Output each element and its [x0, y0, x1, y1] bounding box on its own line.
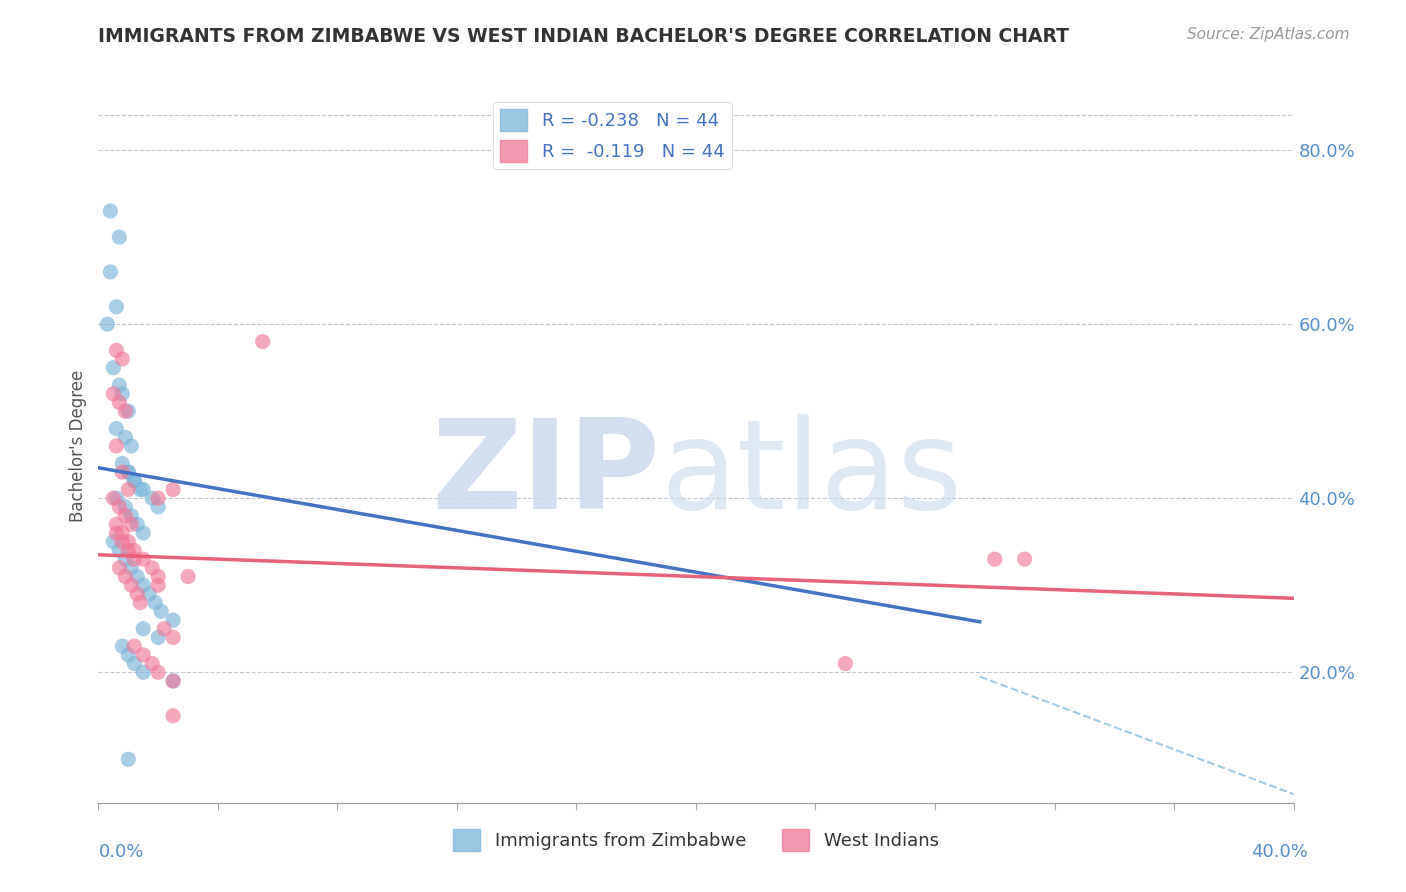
Point [117, 404, 139, 418]
Point [148, 500, 170, 514]
Point [141, 491, 163, 506]
Point [132, 578, 155, 592]
Point [111, 526, 134, 541]
Point [114, 552, 136, 566]
Text: Source: ZipAtlas.com: Source: ZipAtlas.com [1187, 27, 1350, 42]
Point [132, 622, 155, 636]
Point [148, 578, 170, 592]
Point [148, 665, 170, 680]
Point [162, 708, 184, 723]
Point [114, 500, 136, 514]
Point [124, 552, 146, 566]
Point [141, 561, 163, 575]
Point [162, 613, 184, 627]
Point [124, 639, 146, 653]
Point [108, 543, 131, 558]
Point [105, 421, 128, 435]
Point [127, 569, 149, 583]
Point [108, 561, 131, 575]
Point [114, 508, 136, 523]
Point [129, 596, 152, 610]
Point [111, 457, 134, 471]
Point [117, 465, 139, 479]
Point [108, 230, 131, 244]
Point [111, 639, 134, 653]
Text: IMMIGRANTS FROM ZIMBABWE VS WEST INDIAN BACHELOR'S DEGREE CORRELATION CHART: IMMIGRANTS FROM ZIMBABWE VS WEST INDIAN … [98, 27, 1070, 45]
Point [143, 596, 166, 610]
Text: ZIP: ZIP [432, 414, 661, 535]
Point [148, 631, 170, 645]
Point [141, 657, 163, 671]
Point [177, 569, 200, 583]
Point [252, 334, 274, 349]
Point [96, 317, 118, 331]
Point [103, 534, 125, 549]
Text: 40.0%: 40.0% [1251, 843, 1308, 861]
Point [120, 578, 142, 592]
Point [124, 543, 146, 558]
Point [148, 491, 170, 506]
Point [148, 569, 170, 583]
Point [105, 300, 128, 314]
Point [153, 622, 176, 636]
Text: atlas: atlas [661, 414, 962, 535]
Point [105, 439, 128, 453]
Point [162, 631, 184, 645]
Point [127, 517, 149, 532]
Point [132, 526, 155, 541]
Point [129, 483, 152, 497]
Point [105, 526, 128, 541]
Legend: Immigrants from Zimbabwe, West Indians: Immigrants from Zimbabwe, West Indians [446, 822, 946, 858]
Point [117, 534, 139, 549]
Point [120, 508, 142, 523]
Point [117, 483, 139, 497]
Point [150, 604, 173, 618]
Point [114, 569, 136, 583]
Point [98, 204, 122, 219]
Point [124, 474, 146, 488]
Point [111, 534, 134, 549]
Point [124, 474, 146, 488]
Point [132, 552, 155, 566]
Point [132, 665, 155, 680]
Point [105, 517, 128, 532]
Point [117, 648, 139, 662]
Point [120, 517, 142, 532]
Point [117, 465, 139, 479]
Point [108, 378, 131, 392]
Point [111, 386, 134, 401]
Point [162, 483, 184, 497]
Point [98, 265, 122, 279]
Point [162, 673, 184, 688]
Point [114, 404, 136, 418]
Point [162, 673, 184, 688]
Point [111, 351, 134, 366]
Y-axis label: Bachelor's Degree: Bachelor's Degree [69, 370, 87, 522]
Point [105, 343, 128, 358]
Point [1014, 552, 1036, 566]
Point [984, 552, 1007, 566]
Point [127, 587, 149, 601]
Text: 0.0%: 0.0% [98, 843, 143, 861]
Point [120, 439, 142, 453]
Point [108, 395, 131, 409]
Point [124, 657, 146, 671]
Point [103, 491, 125, 506]
Point [132, 483, 155, 497]
Point [120, 561, 142, 575]
Point [114, 430, 136, 444]
Point [834, 657, 856, 671]
Point [105, 491, 128, 506]
Point [111, 465, 134, 479]
Point [103, 386, 125, 401]
Point [108, 500, 131, 514]
Point [117, 752, 139, 766]
Point [103, 360, 125, 375]
Point [117, 543, 139, 558]
Point [138, 587, 160, 601]
Point [132, 648, 155, 662]
